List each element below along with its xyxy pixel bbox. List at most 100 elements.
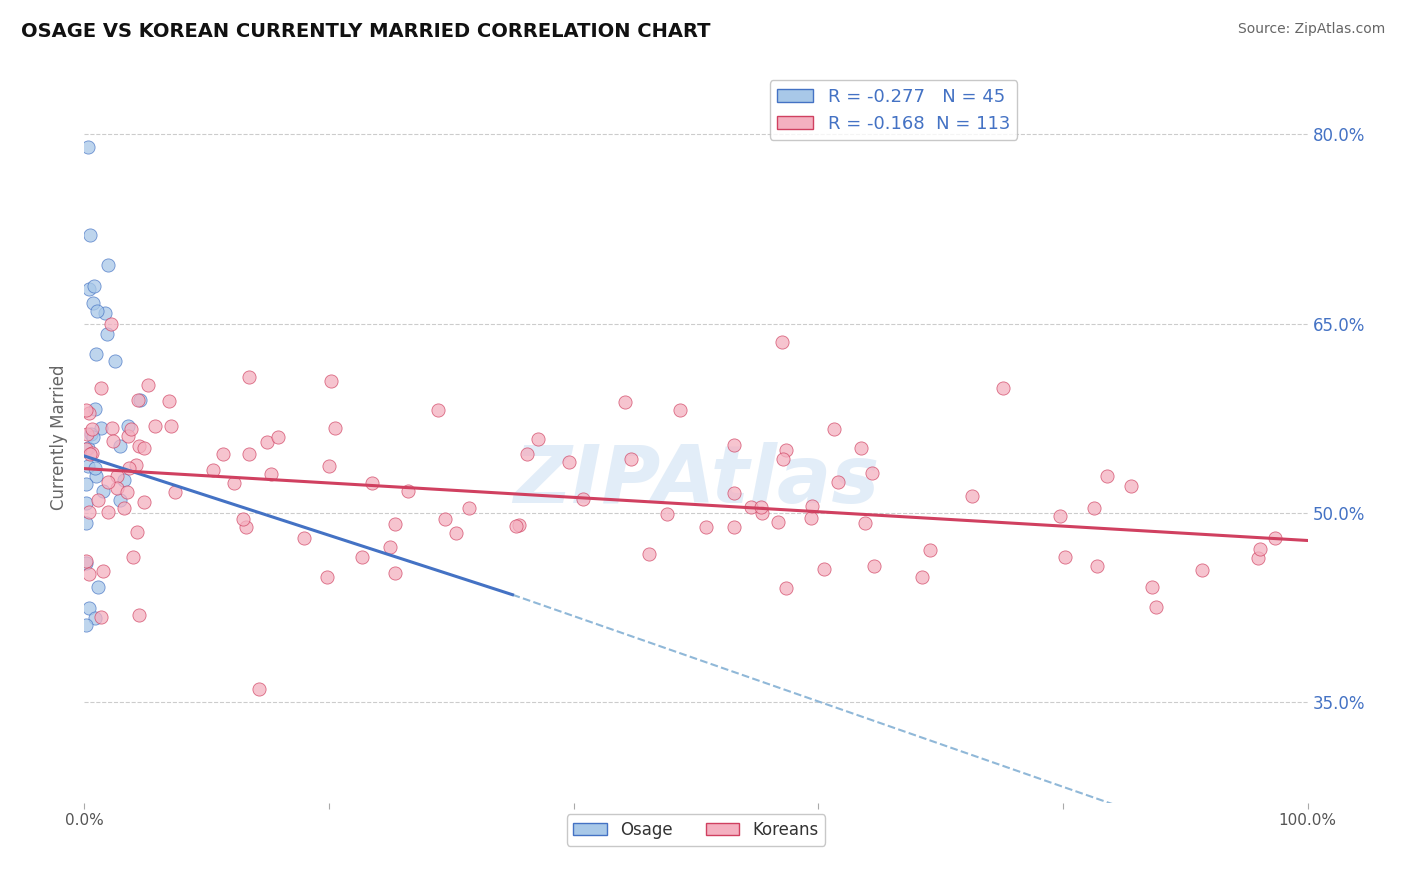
Point	[136, 377, 159, 392]
Point	[238, 447, 260, 461]
Point	[125, 524, 148, 539]
Point	[813, 561, 835, 575]
Point	[97, 258, 120, 272]
Point	[129, 392, 152, 407]
Point	[323, 421, 346, 435]
Point	[766, 515, 789, 529]
Point	[77, 601, 100, 615]
Point	[79, 447, 101, 461]
Point	[84, 461, 107, 475]
Point	[112, 474, 135, 488]
Point	[991, 381, 1014, 395]
Point	[82, 422, 104, 436]
Point	[772, 452, 794, 467]
Point	[75, 442, 97, 456]
Point	[77, 505, 100, 519]
Point	[143, 419, 166, 434]
Point	[620, 451, 643, 466]
Point	[823, 422, 845, 436]
Point	[318, 458, 340, 473]
Point	[122, 550, 145, 565]
Legend: Osage, Koreans: Osage, Koreans	[567, 814, 825, 846]
Point	[128, 438, 150, 452]
Point	[723, 486, 745, 500]
Point	[75, 516, 97, 530]
Point	[128, 607, 150, 622]
Point	[112, 500, 135, 515]
Point	[120, 422, 142, 436]
Point	[800, 510, 823, 524]
Point	[201, 463, 224, 477]
Point	[108, 440, 131, 454]
Point	[75, 554, 97, 568]
Point	[960, 489, 983, 503]
Point	[862, 559, 884, 574]
Point	[82, 295, 104, 310]
Point	[77, 566, 100, 581]
Point	[384, 516, 406, 531]
Point	[77, 458, 100, 473]
Point	[751, 506, 773, 520]
Point	[427, 402, 450, 417]
Point	[117, 419, 139, 434]
Point	[444, 525, 467, 540]
Point	[134, 441, 156, 455]
Point	[77, 140, 100, 154]
Point	[80, 427, 103, 442]
Point	[82, 429, 104, 443]
Point	[97, 505, 120, 519]
Point	[614, 394, 637, 409]
Point	[361, 476, 384, 491]
Point	[1191, 563, 1213, 577]
Point	[82, 446, 104, 460]
Point	[849, 441, 872, 455]
Point	[1247, 550, 1270, 565]
Point	[93, 564, 115, 578]
Point	[770, 335, 793, 350]
Point	[97, 475, 120, 489]
Point	[118, 461, 141, 475]
Point	[77, 441, 100, 455]
Point	[1049, 508, 1071, 523]
Point	[90, 610, 112, 624]
Point	[1054, 549, 1077, 564]
Point	[75, 496, 97, 510]
Point	[105, 481, 128, 495]
Point	[75, 618, 97, 632]
Point	[90, 381, 112, 395]
Point	[1121, 479, 1143, 493]
Point	[160, 418, 183, 433]
Point	[723, 520, 745, 534]
Point	[853, 516, 876, 530]
Point	[157, 393, 180, 408]
Y-axis label: Currently Married: Currently Married	[51, 364, 69, 510]
Point	[84, 347, 107, 361]
Point	[1095, 469, 1118, 483]
Point	[749, 500, 772, 514]
Point	[79, 228, 101, 243]
Point	[101, 421, 124, 435]
Point	[87, 493, 110, 508]
Point	[124, 458, 146, 473]
Point	[695, 520, 717, 534]
Point	[316, 570, 339, 584]
Point	[911, 570, 934, 584]
Point	[256, 434, 278, 449]
Point	[105, 469, 128, 483]
Point	[232, 512, 254, 526]
Point	[127, 392, 149, 407]
Point	[516, 447, 538, 461]
Point	[84, 468, 107, 483]
Point	[396, 484, 419, 499]
Point	[108, 492, 131, 507]
Point	[96, 327, 118, 342]
Point	[1144, 599, 1167, 614]
Point	[104, 354, 127, 368]
Point	[75, 556, 97, 570]
Point	[117, 484, 139, 499]
Point	[433, 512, 456, 526]
Point	[93, 305, 115, 319]
Point	[266, 430, 288, 444]
Point	[723, 438, 745, 452]
Point	[224, 475, 246, 490]
